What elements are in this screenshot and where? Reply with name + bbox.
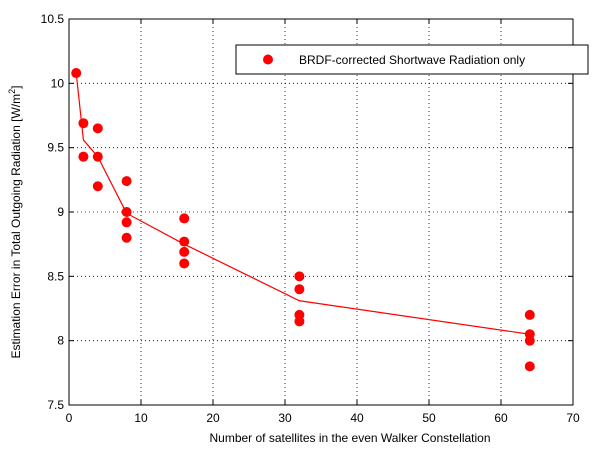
data-point bbox=[179, 236, 190, 247]
data-point bbox=[179, 246, 190, 257]
y-tick-label: 9 bbox=[57, 205, 64, 219]
x-tick-label: 0 bbox=[66, 411, 73, 425]
data-point bbox=[524, 309, 535, 320]
x-tick-label: 40 bbox=[350, 411, 364, 425]
data-point bbox=[121, 176, 132, 187]
data-point bbox=[121, 232, 132, 243]
x-tick-label: 70 bbox=[566, 411, 580, 425]
grid-lines bbox=[69, 19, 573, 405]
y-axis-label-superscript: 2 bbox=[7, 89, 17, 94]
data-point bbox=[294, 271, 305, 282]
data-point bbox=[92, 123, 103, 134]
data-point bbox=[92, 181, 103, 192]
x-axis-label: Number of satellites in the even Walker … bbox=[209, 431, 490, 445]
y-tick-label: 8 bbox=[57, 334, 64, 348]
y-tick-label: 7.5 bbox=[47, 398, 64, 412]
legend: BRDF-corrected Shortwave Radiation only bbox=[235, 44, 589, 75]
y-tick-label: 9.5 bbox=[47, 141, 64, 155]
legend-entry-label: BRDF-corrected Shortwave Radiation only bbox=[299, 53, 525, 67]
data-point bbox=[294, 284, 305, 295]
x-tick-label: 60 bbox=[494, 411, 508, 425]
legend-marker bbox=[263, 54, 273, 65]
y-tick-label: 10 bbox=[51, 76, 65, 90]
x-tick-label: 50 bbox=[422, 411, 436, 425]
data-point bbox=[78, 118, 89, 129]
axis-ticks bbox=[68, 18, 574, 406]
data-point bbox=[179, 258, 190, 269]
legend-box bbox=[235, 44, 589, 75]
y-axis-label-suffix: ] bbox=[9, 86, 23, 89]
y-tick-labels: 7.5 8 8.5 9 9.5 10 10.5 bbox=[41, 12, 65, 412]
data-point bbox=[121, 207, 132, 217]
x-tick-label: 20 bbox=[206, 411, 220, 425]
y-axis-label-main: Estimation Error in Total Outgoing Radia… bbox=[9, 94, 23, 359]
data-point bbox=[524, 361, 535, 372]
data-point bbox=[78, 151, 89, 162]
x-tick-labels: 0 10 20 30 40 50 60 70 bbox=[66, 411, 580, 425]
data-point bbox=[71, 68, 82, 79]
x-tick-label: 30 bbox=[278, 411, 292, 425]
data-points bbox=[71, 68, 535, 372]
data-point bbox=[294, 316, 305, 327]
y-tick-label: 8.5 bbox=[47, 269, 64, 283]
data-point bbox=[92, 151, 103, 162]
y-axis-label: Estimation Error in Total Outgoing Radia… bbox=[7, 86, 23, 359]
data-point bbox=[524, 335, 535, 346]
data-point bbox=[179, 213, 190, 224]
y-tick-label: 10.5 bbox=[41, 12, 65, 26]
x-tick-label: 10 bbox=[134, 411, 148, 425]
data-point bbox=[121, 217, 132, 228]
